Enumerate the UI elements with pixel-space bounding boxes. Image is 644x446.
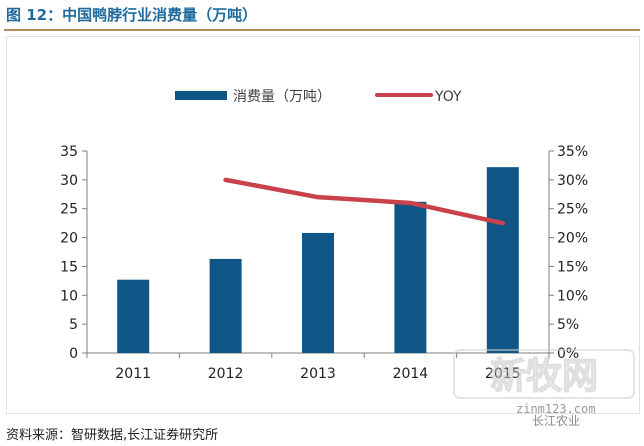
figure-header: 图 12：中国鸭脖行业消费量（万吨） (0, 0, 644, 31)
x-tick-label: 2014 (393, 366, 429, 382)
title-divider (4, 29, 640, 31)
y-tick-label-right: 0% (557, 346, 579, 362)
legend-label-consumption: 消费量（万吨） (233, 89, 331, 105)
y-tick-label-right: 35% (557, 144, 588, 160)
x-tick-label: 2011 (115, 366, 151, 382)
consumption-chart: 消费量（万吨） YOY 2011 2012 2013 2014 2015 0 0%5 5%1… (60, 89, 588, 382)
y-tick-label-right: 30% (557, 173, 588, 189)
x-tick-label: 2012 (208, 366, 244, 382)
watermark-account: 长江农业 (532, 414, 581, 428)
bar-consumption-2015 (486, 167, 519, 353)
x-tick-label: 2013 (300, 366, 336, 382)
source-note: 资料来源：智研数据,长江证券研究所 (6, 428, 219, 443)
chart-panel: 消费量（万吨） YOY 2011 2012 2013 2014 2015 0 0% 5 5% 1… (6, 36, 640, 414)
legend-swatch-consumption (175, 91, 227, 100)
yoy-line-series (223, 177, 506, 226)
bar-series (117, 167, 519, 353)
watermark-domain: zinm123.com (516, 402, 596, 416)
x-axis-ticks: 2011 2012 2013 2014 2015 (86, 353, 550, 382)
y-tick-label-left: 15 (60, 259, 78, 275)
bar-consumption-2014 (394, 201, 427, 353)
y-tick-label-right: 25% (557, 202, 588, 218)
y-tick-label-left: 0 (69, 346, 78, 362)
legend-label-yoy: YOY (434, 89, 462, 105)
bar-consumption-2013 (302, 232, 334, 353)
figure-title: 图 12：中国鸭脖行业消费量（万吨） (6, 6, 258, 24)
y-tick-label-left: 35 (60, 144, 78, 160)
chart-legend: 消费量（万吨） YOY (175, 89, 462, 105)
y-tick-label-left: 5 (69, 317, 78, 333)
bar-consumption-2012 (209, 258, 242, 353)
y-tick-label-right: 5% (557, 317, 579, 333)
yoy-line (223, 177, 506, 226)
y-tick-label-left: 20 (60, 231, 78, 247)
bar-consumption-2011 (117, 279, 150, 353)
y-tick-label-left: 25 (60, 202, 78, 218)
y-tick-label-right: 20% (557, 231, 588, 247)
y-tick-label-right: 10% (557, 288, 588, 304)
x-tick-label: 2015 (485, 366, 521, 382)
y-tick-label-right: 15% (557, 259, 588, 275)
y-tick-label-left: 10 (60, 288, 78, 304)
y-tick-label-left: 30 (60, 173, 78, 189)
